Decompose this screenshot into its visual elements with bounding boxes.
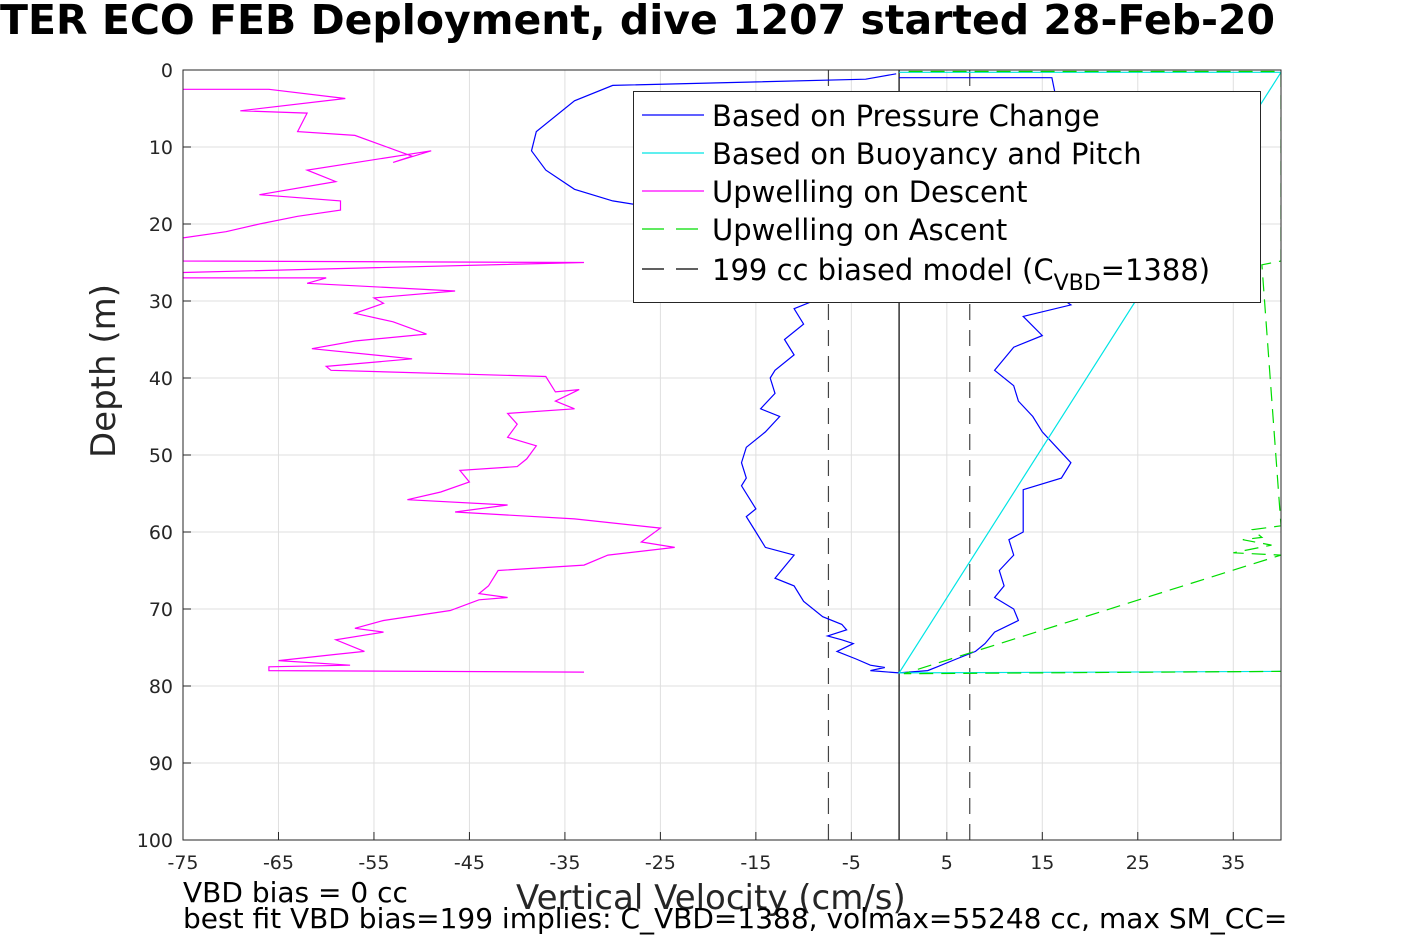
chart-legend: Based on Pressure Change Based on Buoyan… (633, 91, 1261, 303)
series-line-3 (183, 88, 675, 673)
x-tick-label: -75 (167, 852, 198, 874)
legend-swatch-descent (642, 190, 704, 192)
vbd-bias-note: VBD bias = 0 cc (183, 876, 408, 909)
legend-swatch-model (642, 268, 704, 270)
y-tick-label: 70 (149, 599, 173, 621)
x-tick-label: -65 (263, 852, 294, 874)
y-tick-label: 10 (149, 137, 173, 159)
series-line-0 (530, 73, 900, 674)
x-tick-label: -45 (454, 852, 485, 874)
y-tick-label: 50 (149, 445, 173, 467)
x-tick-label: -25 (645, 852, 676, 874)
legend-item-buoyancy: Based on Buoyancy and Pitch (634, 134, 1260, 172)
best-fit-note: best fit VBD bias=199 implies: C_VBD=138… (183, 902, 1288, 935)
x-tick-label: 25 (1126, 852, 1150, 874)
x-tick-label: 35 (1221, 852, 1245, 874)
y-tick-label: 40 (149, 368, 173, 390)
axis-ticks: -75 -65 -55 -45 -35 -25 -15 -5 5 15 25 350102030405… (137, 60, 1246, 874)
x-tick-label: -35 (549, 852, 580, 874)
series-line-2 (898, 71, 1281, 674)
y-axis-label: Depth (m) (84, 283, 124, 458)
y-tick-label: 60 (149, 522, 173, 544)
legend-item-descent: Upwelling on Descent (634, 172, 1260, 210)
legend-label-pressure: Based on Pressure Change (712, 99, 1100, 133)
series-line-4 (903, 70, 1281, 675)
legend-label-model: 199 cc biased model (CVBD=1388) (712, 253, 1211, 296)
y-tick-label: 30 (149, 291, 173, 313)
legend-item-ascent: Upwelling on Ascent (634, 210, 1260, 248)
plot-frame (182, 69, 1282, 841)
x-tick-label: -55 (358, 852, 389, 874)
y-tick-label: 90 (149, 753, 173, 775)
x-tick-label: 15 (1030, 852, 1054, 874)
legend-swatch-buoyancy (642, 152, 704, 154)
x-tick-label: -5 (842, 852, 861, 874)
legend-label-buoyancy: Based on Buoyancy and Pitch (712, 137, 1142, 171)
legend-label-descent: Upwelling on Descent (712, 175, 1028, 209)
legend-item-model: 199 cc biased model (CVBD=1388) (634, 250, 1260, 296)
x-tick-label: 5 (941, 852, 953, 874)
x-tick-label: -15 (740, 852, 771, 874)
y-tick-label: 0 (161, 60, 173, 82)
y-tick-label: 80 (149, 676, 173, 698)
legend-swatch-pressure (642, 114, 704, 116)
y-tick-label: 20 (149, 214, 173, 236)
legend-label-ascent: Upwelling on Ascent (712, 213, 1008, 247)
legend-item-pressure: Based on Pressure Change (634, 96, 1260, 134)
y-tick-label: 100 (137, 830, 173, 852)
x-axis-label: Vertical Velocity (cm/s) (516, 878, 906, 918)
chart-title: TER ECO FEB Deployment, dive 1207 starte… (0, 0, 1276, 44)
legend-swatch-ascent (642, 228, 704, 230)
